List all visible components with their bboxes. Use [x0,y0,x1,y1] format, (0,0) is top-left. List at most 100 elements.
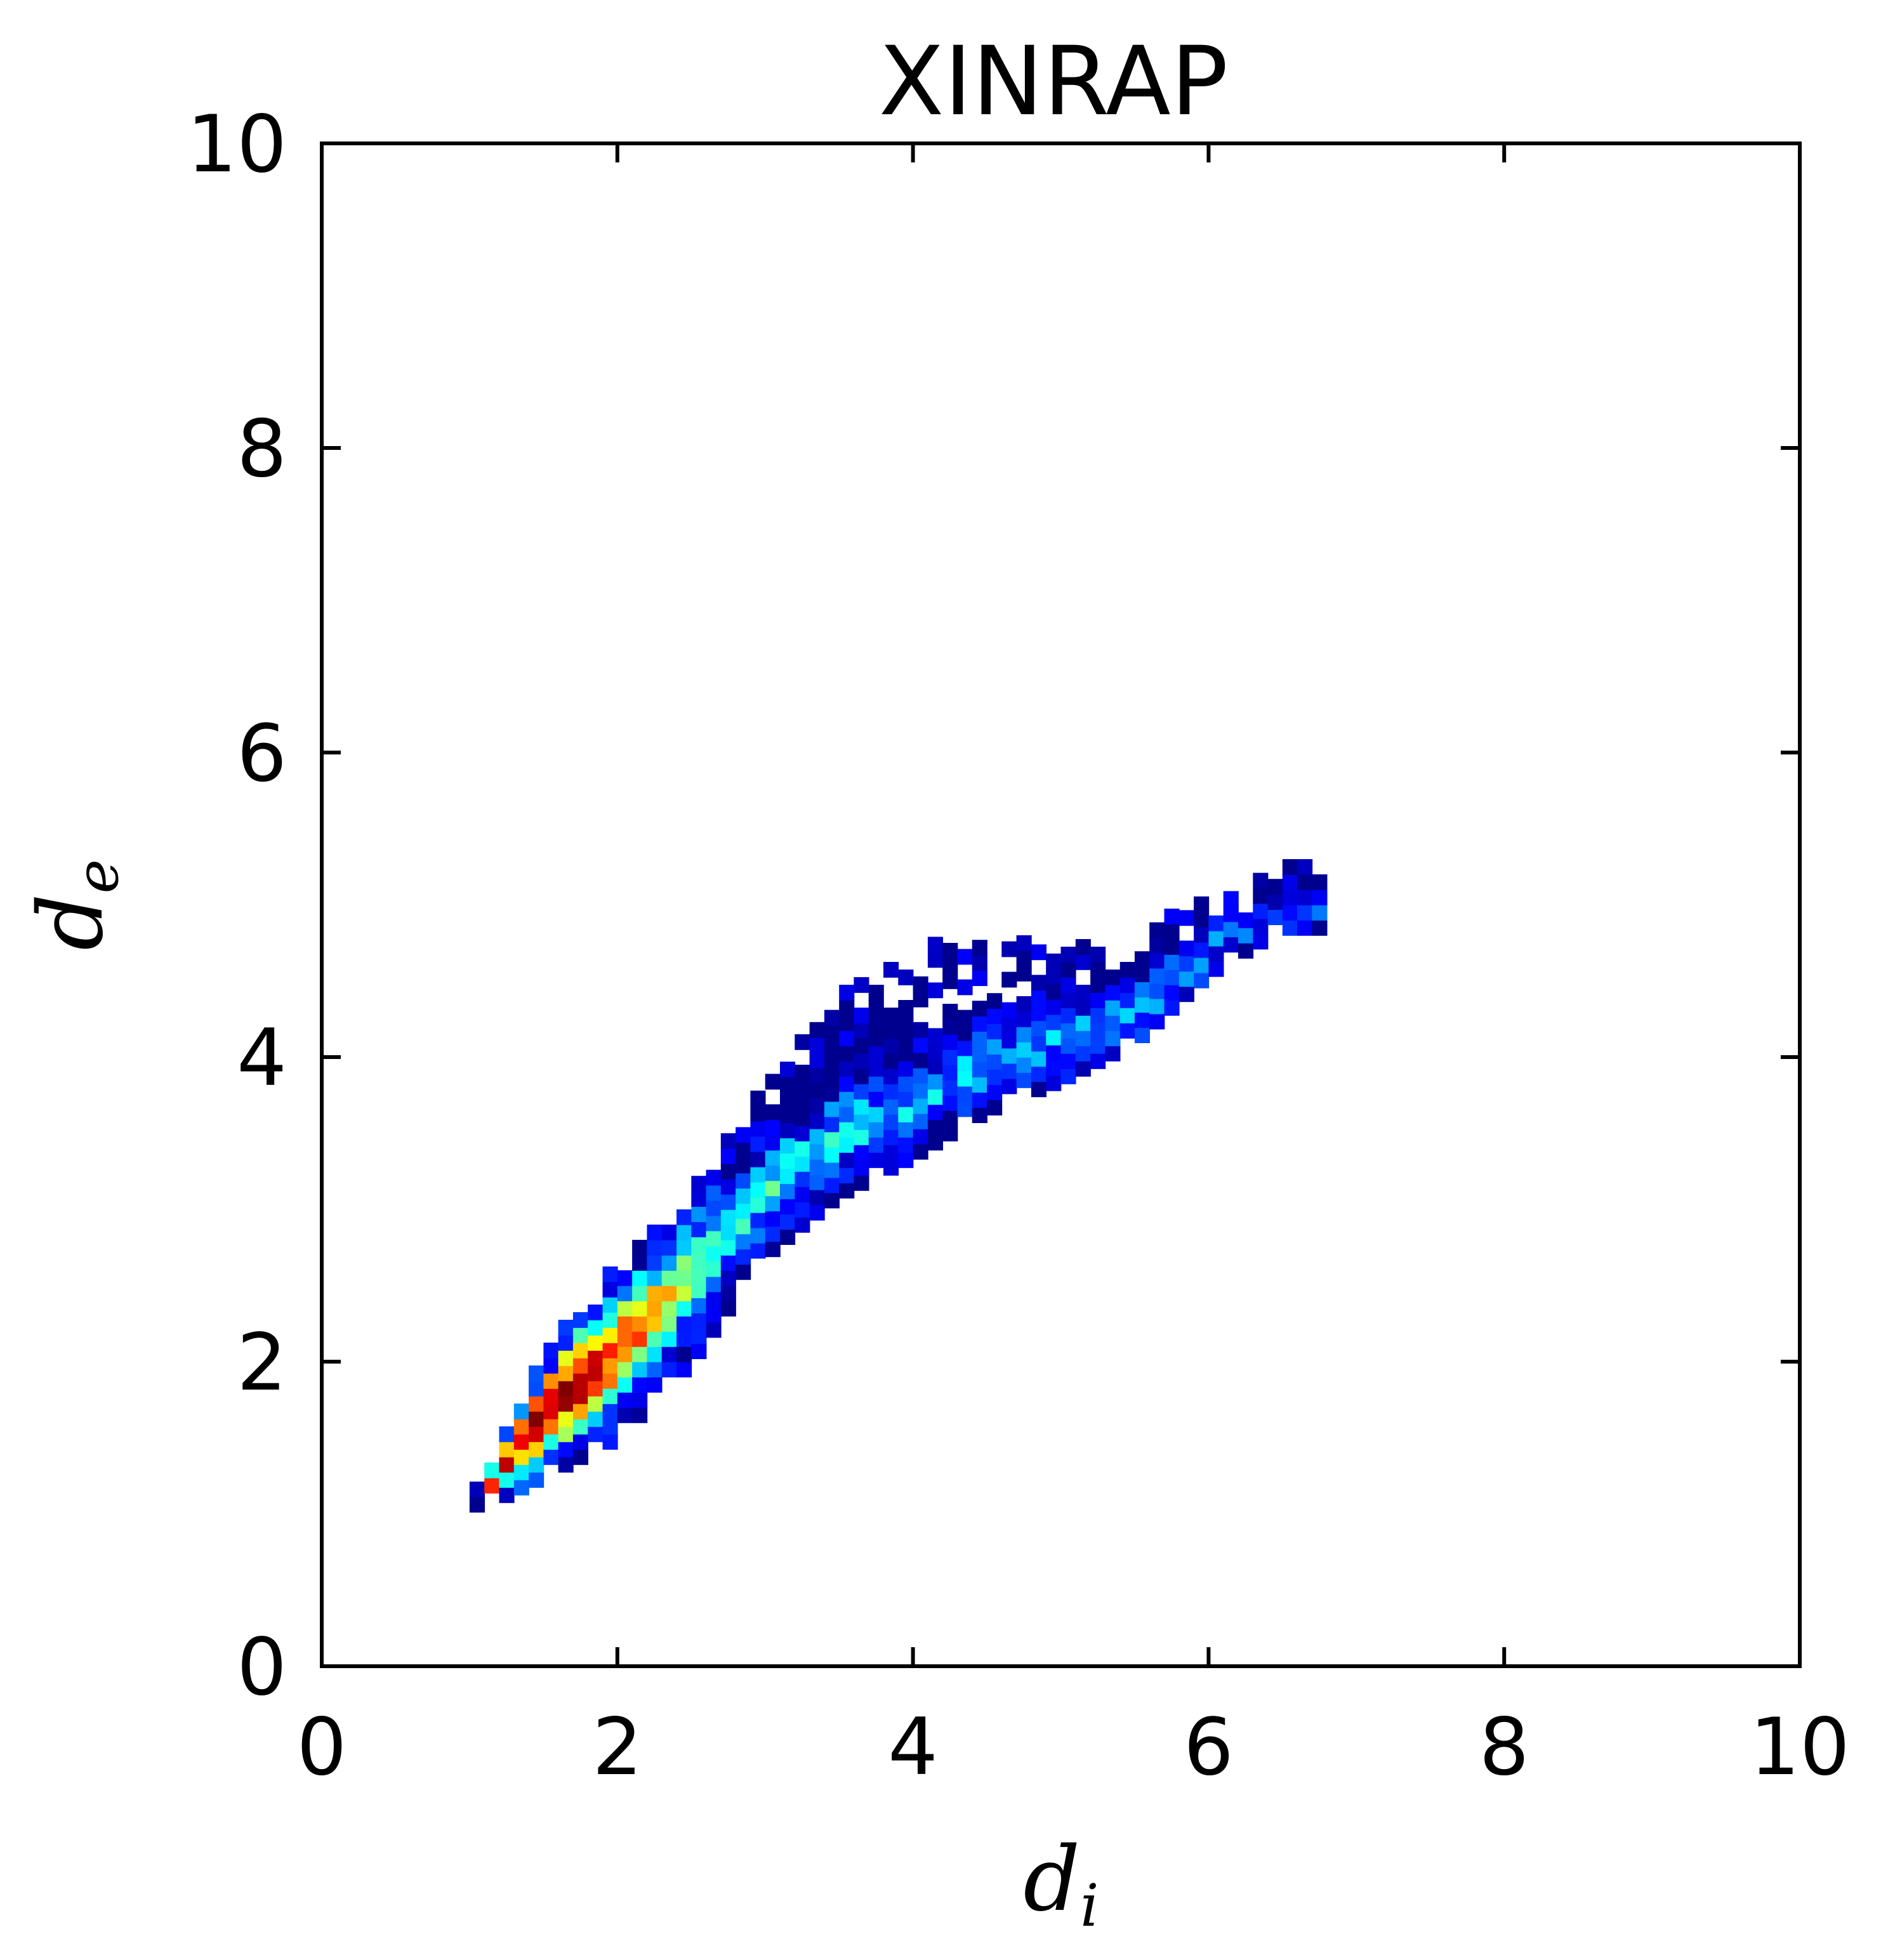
heatmap-cell [795,1187,810,1202]
x-tick-label: 0 [297,1702,347,1793]
heatmap-cell [868,1152,884,1168]
heatmap-cell [750,1212,766,1228]
heatmap-cell [913,1098,928,1114]
y-tick-label: 0 [237,1622,287,1713]
heatmap-cell [839,1107,855,1122]
heatmap-cell [765,1180,781,1197]
heatmap-cell [854,1175,869,1191]
heatmap-cell [1075,954,1091,970]
heatmap-cell [677,1225,692,1240]
heatmap-cell [661,1301,677,1317]
heatmap-cell [632,1301,648,1317]
heatmap-cell [1149,983,1165,999]
heatmap-cell [647,1240,663,1256]
heatmap-cell [824,1147,840,1163]
heatmap-cell [883,1069,899,1084]
heatmap-cell [558,1365,574,1381]
heatmap-cell [661,1240,677,1256]
heatmap-cell [588,1411,604,1427]
heatmap-cell [1001,1063,1017,1079]
heatmap-cells [469,859,1328,1513]
heatmap-cell [1105,1000,1121,1016]
heatmap-cell [883,1114,899,1130]
heatmap-cell [677,1316,692,1332]
heatmap-cell [647,1255,663,1271]
heatmap-cell [942,1080,958,1096]
heatmap-cell [588,1426,604,1442]
heatmap-cell [927,982,943,999]
heatmap-cell [1238,912,1254,928]
heatmap-cell [736,1188,751,1204]
heatmap-cell [765,1150,781,1166]
heatmap-cell [795,1110,810,1126]
heatmap-cell [602,1404,618,1419]
heatmap-cell [780,1138,796,1154]
heatmap-cell [1312,874,1328,890]
heatmap-cell [839,1183,855,1199]
heatmap-cell [868,1137,884,1153]
heatmap-cell [529,1426,545,1442]
heatmap-cell [632,1346,648,1362]
heatmap-cell [868,1122,884,1138]
heatmap-cell [839,1137,855,1153]
heatmap-cell [1001,971,1017,988]
y-tick-label: 2 [237,1317,287,1409]
heatmap-cell [736,1218,751,1235]
heatmap-cell [558,1442,574,1457]
heatmap-cell [632,1316,648,1332]
heatmap-cell [795,1034,810,1050]
heatmap-cell [632,1240,648,1256]
heatmap-cell [957,1025,973,1041]
heatmap-cell [1208,915,1224,931]
heatmap-cell [1208,945,1224,962]
heatmap-cell [1119,962,1135,978]
heatmap-cell [706,1276,722,1292]
heatmap-cell [691,1221,707,1237]
heatmap-cell [913,1143,928,1160]
heatmap-cell [957,1070,973,1087]
heatmap-cell [706,1169,722,1186]
heatmap-cell [972,1001,987,1016]
heatmap-cell [484,1463,500,1478]
heatmap-cell [1016,950,1032,966]
heatmap-cell [1119,992,1135,1008]
heatmap-cell [957,1086,973,1102]
heatmap-cell [809,1189,825,1206]
heatmap-cell [661,1362,677,1378]
x-axis-ticks: 0 2 4 6 8 10 [297,143,1850,1793]
heatmap-cell [1016,966,1032,982]
heatmap-cell [1060,947,1076,963]
heatmap-cell [942,1019,958,1035]
heatmap-cell [736,1173,751,1189]
heatmap-cell [677,1255,692,1271]
heatmap-cell [632,1270,648,1286]
y-tick-label: 6 [237,708,287,799]
heatmap-cell [677,1301,692,1317]
heatmap-cell [499,1487,515,1503]
heatmap-cell [1164,939,1180,955]
heatmap-cell [1282,905,1298,921]
heatmap-cell [647,1316,663,1332]
heatmap-cell [706,1200,722,1216]
heatmap-cell [1001,941,1017,957]
heatmap-cell [927,1043,943,1060]
heatmap-cell [809,1159,825,1175]
heatmap-cell [1194,896,1210,912]
heatmap-cell [883,1145,899,1161]
heatmap-cell [677,1331,692,1347]
heatmap-cell [736,1203,751,1220]
heatmap-cell [513,1434,529,1450]
heatmap-cell [868,1061,884,1077]
heatmap-cell [809,1113,825,1129]
heatmap-cell [765,1119,781,1136]
heatmap-cell [469,1497,485,1513]
heatmap-cell [1046,968,1062,985]
heatmap-cell [868,1015,884,1031]
heatmap-cell [795,1065,810,1081]
heatmap-cell [529,1411,545,1427]
chart-title: XINRAP [879,27,1228,137]
heatmap-cell [839,1030,855,1046]
heatmap-cell [1046,1060,1062,1076]
heatmap-cell [1105,1046,1121,1062]
heatmap-cell [1238,928,1254,944]
